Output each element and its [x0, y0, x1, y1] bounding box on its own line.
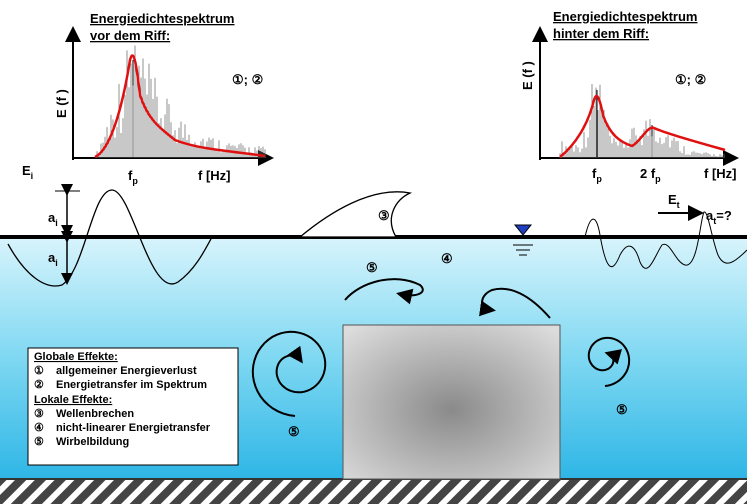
title: hinter dem Riff: — [553, 26, 649, 41]
marker: ⑤ — [616, 402, 628, 417]
base: a — [706, 208, 714, 223]
amplitude: ai — [48, 250, 58, 268]
legend-heading: Lokale Effekte: — [34, 394, 112, 406]
title: vor dem Riff: — [90, 28, 170, 43]
sub: i — [31, 171, 34, 181]
base: 2 f — [640, 166, 656, 181]
legend-symbol: ② — [34, 379, 44, 391]
harmonic-label: 2 fp — [640, 166, 661, 184]
x-label: f [Hz] — [198, 168, 231, 183]
incident-wave — [7, 189, 213, 287]
legend-heading: Globale Effekte: — [34, 351, 118, 363]
legend-text: Wellenbrechen — [56, 408, 134, 420]
legend-symbol: ① — [34, 365, 44, 377]
y-label: E (f ) — [520, 61, 535, 90]
spectrum-before — [65, 26, 274, 166]
sub: i — [55, 258, 58, 268]
breaking-wave — [298, 191, 413, 238]
title: Energiedichtespektrum — [553, 9, 698, 24]
legend-box — [27, 347, 239, 466]
base: a — [48, 250, 56, 265]
marker: ⑤ — [288, 424, 300, 439]
spectrum-after — [532, 26, 739, 166]
title: Energiedichtespektrum — [90, 11, 235, 26]
marker: ④ — [441, 251, 453, 266]
base: f — [128, 168, 133, 183]
sub: p — [655, 174, 661, 184]
transmitted-amplitude: at=? — [706, 208, 732, 226]
legend-symbol: ④ — [34, 422, 44, 434]
peak-label: fp — [592, 166, 602, 184]
sub: p — [132, 176, 138, 186]
base: a — [48, 210, 56, 225]
reef — [342, 324, 561, 480]
marker: ③ — [378, 208, 390, 223]
transmitted-wave — [584, 211, 747, 269]
base: E — [668, 192, 677, 207]
sub: p — [596, 174, 602, 184]
sub: t — [713, 216, 716, 226]
incident-energy: Ei — [22, 163, 33, 181]
legend-text: Wirbelbildung — [56, 436, 129, 448]
vortices — [251, 278, 631, 417]
amplitude: ai — [48, 210, 58, 228]
seabed — [0, 480, 747, 504]
marker: ⑤ — [366, 260, 378, 275]
base: E — [22, 163, 31, 178]
effects: ①; ② — [675, 72, 706, 87]
legend-symbol: ⑤ — [34, 436, 44, 448]
y-label: E (f ) — [54, 89, 69, 118]
peak-label: fp — [128, 168, 138, 186]
legend-text: Energietransfer im Spektrum — [56, 379, 207, 391]
transmitted-energy: Et — [668, 192, 680, 210]
water-level — [513, 224, 533, 256]
legend-text: allgemeiner Energieverlust — [56, 365, 197, 377]
sub: t — [677, 200, 680, 210]
effects: ①; ② — [232, 72, 263, 87]
base: f — [592, 166, 597, 181]
legend-symbol: ③ — [34, 408, 44, 420]
suffix: =? — [716, 208, 732, 223]
sub: i — [55, 218, 58, 228]
legend-text: nicht-linearer Energietransfer — [56, 422, 211, 434]
x-label: f [Hz] — [704, 166, 737, 181]
